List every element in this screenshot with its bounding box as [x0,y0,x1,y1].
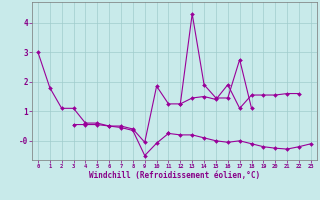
X-axis label: Windchill (Refroidissement éolien,°C): Windchill (Refroidissement éolien,°C) [89,171,260,180]
